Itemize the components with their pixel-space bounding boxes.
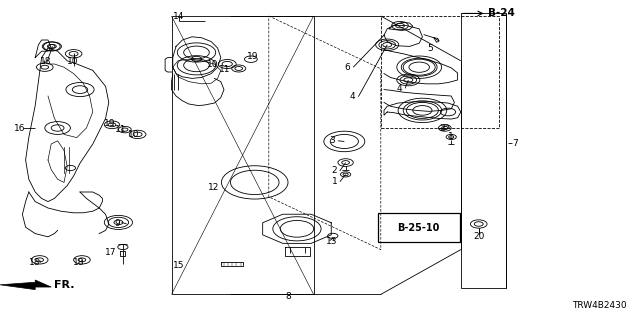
Text: 10: 10 (207, 60, 219, 68)
Text: 3: 3 (330, 136, 335, 145)
Text: 12: 12 (207, 183, 219, 192)
Text: 19: 19 (247, 52, 259, 61)
Text: 2: 2 (332, 166, 337, 175)
Text: 14: 14 (173, 12, 184, 21)
Text: FR.: FR. (54, 280, 75, 291)
Text: B-24: B-24 (488, 8, 515, 19)
Text: 17: 17 (105, 248, 116, 257)
Text: 13: 13 (326, 237, 338, 246)
Text: 10: 10 (128, 130, 140, 139)
Polygon shape (0, 280, 51, 290)
Text: 16: 16 (14, 124, 26, 132)
Text: 1: 1 (448, 132, 454, 141)
Text: 8: 8 (285, 292, 291, 301)
Text: 11: 11 (115, 125, 127, 134)
Text: 10: 10 (67, 57, 79, 66)
Text: 7: 7 (512, 139, 518, 148)
Text: 2: 2 (439, 124, 445, 132)
Bar (461, 13, 506, 288)
Text: 18: 18 (29, 258, 41, 267)
Bar (378, 213, 460, 242)
Text: 18: 18 (40, 57, 52, 66)
Text: 18: 18 (73, 258, 84, 267)
Bar (381, 16, 499, 128)
Text: 4: 4 (349, 92, 355, 101)
Text: 5: 5 (428, 44, 433, 53)
Text: 1: 1 (332, 177, 337, 186)
Text: TRW4B2430: TRW4B2430 (573, 301, 627, 310)
Text: 19: 19 (104, 119, 115, 128)
Text: 9: 9 (115, 219, 120, 228)
Text: 20: 20 (474, 232, 485, 241)
Text: 11: 11 (219, 65, 230, 74)
Text: 15: 15 (173, 261, 184, 270)
Bar (172, 16, 314, 294)
Text: B-25-10: B-25-10 (397, 222, 440, 233)
Text: 6: 6 (344, 63, 350, 72)
Text: 4: 4 (396, 84, 402, 93)
